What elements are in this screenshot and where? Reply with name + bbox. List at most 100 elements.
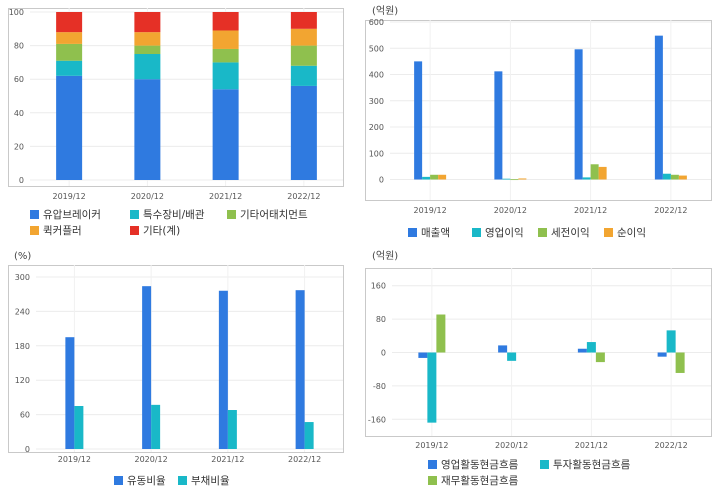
legend-label: 재무활동현금흐름 [441, 474, 519, 487]
legend-swatch [30, 226, 39, 235]
chart-3: 0 60 120 180 240 300 2019/12 2020/12 2021/12 2022… [8, 251, 344, 487]
bar-segment [56, 60, 83, 76]
legend-swatch [227, 210, 236, 219]
chart-2: 0 100 200 300 400 500 600 2019/12 2020/12 2021/12… [365, 5, 712, 239]
legend-item: 기타어태치먼트 [227, 209, 308, 221]
legend-item: 기타(계) [130, 225, 180, 237]
bar [295, 290, 305, 449]
legend-swatch [604, 228, 613, 237]
y-tick-label: 160 [371, 282, 386, 291]
unit-label: (억원) [372, 250, 398, 262]
bar [590, 164, 599, 180]
y-tick-label: 100 [9, 8, 24, 17]
x-tick-label: 2019/12 [415, 441, 448, 450]
y-tick-label: 500 [369, 44, 384, 53]
y-tick-label: 300 [15, 273, 30, 282]
bar [510, 179, 519, 181]
bar [427, 352, 437, 423]
legend-swatch [30, 210, 39, 219]
bar-segment [134, 79, 161, 180]
bar [422, 176, 431, 180]
legend-label: 특수장비/배관 [143, 209, 205, 221]
bar [507, 352, 517, 361]
bar [151, 404, 161, 449]
bar [582, 177, 591, 180]
unit-label: (%) [14, 251, 31, 262]
bar-segment [56, 43, 83, 61]
bar [438, 174, 447, 180]
bar [662, 173, 671, 180]
bar [74, 406, 84, 449]
y-tick-label: 60 [14, 75, 24, 84]
bar [304, 422, 314, 449]
y-tick-label: 180 [15, 342, 30, 351]
bar [418, 352, 428, 358]
x-tick-label: 2020/12 [494, 206, 527, 215]
x-tick-label: 2019/12 [414, 206, 447, 215]
legend-label: 세전이익 [551, 227, 590, 239]
x-tick-label: 2020/12 [495, 441, 528, 450]
unit-label: (억원) [372, 5, 398, 17]
y-tick-label: 40 [14, 109, 24, 118]
bar-segment [212, 30, 239, 49]
bar [436, 314, 446, 353]
y-tick-label: 0 [19, 176, 24, 185]
bar-segment [134, 32, 161, 46]
y-tick-label: 0 [379, 176, 384, 185]
x-tick-label: 2022/12 [655, 441, 688, 450]
y-tick-label: 300 [369, 97, 384, 106]
bar-segment [290, 45, 317, 66]
bar [598, 166, 607, 180]
x-tick-label: 2021/12 [575, 441, 608, 450]
plot-frame [8, 265, 344, 453]
legend-swatch [472, 228, 481, 237]
legend-swatch [540, 460, 549, 469]
legend-item: 세전이익 [538, 227, 590, 239]
legend-item: 부채비율 [178, 475, 230, 487]
legend-label: 기타어태치먼트 [240, 209, 308, 221]
bar-segment [134, 12, 161, 33]
legend-item: 유동비율 [114, 475, 166, 487]
legend-label: 투자활동현금흐름 [553, 458, 631, 471]
bar [142, 286, 152, 449]
legend-item: 순이익 [604, 227, 646, 239]
x-tick-label: 2019/12 [53, 192, 86, 201]
bar [498, 345, 508, 353]
y-tick-label: 20 [14, 142, 24, 151]
bar [577, 348, 587, 353]
bar [574, 49, 583, 180]
legend-label: 기타(계) [143, 225, 180, 237]
legend-label: 영업이익 [485, 226, 524, 239]
bar [675, 352, 685, 373]
x-tick-label: 2021/12 [574, 206, 607, 215]
x-tick-label: 2021/12 [209, 192, 242, 201]
bar [670, 174, 679, 180]
legend-label: 부채비율 [191, 475, 230, 487]
bar [678, 175, 687, 180]
legend-swatch [408, 228, 417, 237]
legend-swatch [114, 476, 123, 485]
bar [494, 71, 503, 180]
legend-item: 특수장비/배관 [130, 209, 205, 221]
chart-1: 0 20 40 60 80 100 2019/12 2020/12 2021/12 2022/12… [8, 8, 344, 237]
bar-segment [212, 12, 239, 31]
legend-label: 영업활동현금흐름 [441, 458, 519, 471]
y-tick-label: 200 [369, 123, 384, 132]
bar [654, 35, 663, 180]
bar-segment [134, 54, 161, 80]
bar-segment [56, 32, 83, 44]
legend-swatch [428, 476, 437, 485]
bar [595, 352, 605, 363]
x-tick-label: 2022/12 [287, 192, 320, 201]
legend-swatch [538, 228, 547, 237]
legend-item: 영업활동현금흐름 [428, 458, 519, 471]
y-tick-label: 600 [369, 18, 384, 27]
bar [666, 330, 676, 353]
bar-segment [212, 62, 239, 90]
bar-segment [290, 65, 317, 86]
legend-label: 유동비율 [127, 475, 166, 487]
bar [430, 174, 439, 180]
